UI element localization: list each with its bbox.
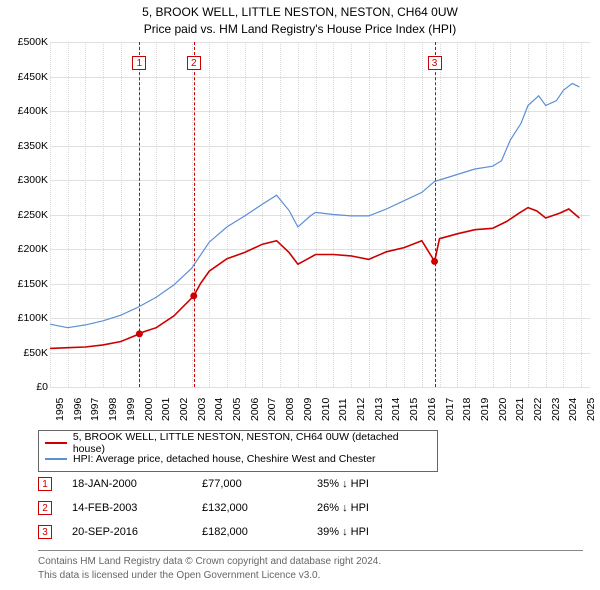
y-tick-label: £50K bbox=[3, 347, 48, 359]
title-line-2: Price paid vs. HM Land Registry's House … bbox=[0, 21, 600, 38]
x-tick-label: 2014 bbox=[390, 398, 402, 421]
y-tick-label: £300K bbox=[3, 174, 48, 186]
x-tick-label: 2010 bbox=[320, 398, 332, 421]
x-tick-label: 2020 bbox=[497, 398, 509, 421]
title-line-1: 5, BROOK WELL, LITTLE NESTON, NESTON, CH… bbox=[0, 4, 600, 21]
legend: 5, BROOK WELL, LITTLE NESTON, NESTON, CH… bbox=[38, 430, 438, 472]
chart-plot-area bbox=[50, 42, 590, 387]
x-tick-label: 2019 bbox=[479, 398, 491, 421]
x-tick-label: 2006 bbox=[249, 398, 261, 421]
marker-price-1: £77,000 bbox=[202, 478, 317, 490]
x-tick-label: 2021 bbox=[514, 398, 526, 421]
x-tick-label: 2025 bbox=[585, 398, 597, 421]
x-tick-label: 2002 bbox=[178, 398, 190, 421]
series-property bbox=[50, 208, 579, 349]
x-tick-label: 2015 bbox=[408, 398, 420, 421]
x-tick-label: 2024 bbox=[567, 398, 579, 421]
y-tick-label: £250K bbox=[3, 209, 48, 221]
marker-pct-3: 39% ↓ HPI bbox=[317, 526, 427, 538]
x-tick-label: 2022 bbox=[532, 398, 544, 421]
x-tick-label: 2016 bbox=[426, 398, 438, 421]
sale-point-dot bbox=[431, 258, 438, 265]
marker-date-2: 14-FEB-2003 bbox=[72, 502, 202, 514]
x-tick-label: 2009 bbox=[302, 398, 314, 421]
chart-title: 5, BROOK WELL, LITTLE NESTON, NESTON, CH… bbox=[0, 0, 600, 38]
legend-row-hpi: HPI: Average price, detached house, Ches… bbox=[45, 451, 431, 467]
sale-markers-table: 1 18-JAN-2000 £77,000 35% ↓ HPI 2 14-FEB… bbox=[38, 474, 458, 546]
x-tick-label: 2001 bbox=[160, 398, 172, 421]
chart-svg bbox=[50, 42, 590, 387]
x-tick-label: 2011 bbox=[337, 398, 349, 421]
marker-badge-1: 1 bbox=[38, 477, 52, 491]
attribution-line-1: Contains HM Land Registry data © Crown c… bbox=[38, 555, 583, 569]
legend-row-property: 5, BROOK WELL, LITTLE NESTON, NESTON, CH… bbox=[45, 435, 431, 451]
x-tick-label: 2017 bbox=[444, 398, 456, 421]
x-tick-label: 2007 bbox=[266, 398, 278, 421]
gridline-h bbox=[50, 387, 590, 388]
marker-price-3: £182,000 bbox=[202, 526, 317, 538]
attribution-line-2: This data is licensed under the Open Gov… bbox=[38, 569, 583, 583]
marker-badge-2: 2 bbox=[38, 501, 52, 515]
chart-container: 5, BROOK WELL, LITTLE NESTON, NESTON, CH… bbox=[0, 0, 600, 590]
x-tick-label: 2012 bbox=[355, 398, 367, 421]
marker-row-1: 1 18-JAN-2000 £77,000 35% ↓ HPI bbox=[38, 474, 458, 494]
x-tick-label: 2000 bbox=[143, 398, 155, 421]
y-tick-label: £0 bbox=[3, 381, 48, 393]
marker-price-2: £132,000 bbox=[202, 502, 317, 514]
y-tick-label: £200K bbox=[3, 243, 48, 255]
y-tick-label: £450K bbox=[3, 71, 48, 83]
x-tick-label: 2003 bbox=[196, 398, 208, 421]
marker-pct-2: 26% ↓ HPI bbox=[317, 502, 427, 514]
sale-point-dot bbox=[190, 292, 197, 299]
attribution: Contains HM Land Registry data © Crown c… bbox=[38, 550, 583, 582]
x-tick-label: 1996 bbox=[72, 398, 84, 421]
x-tick-label: 2013 bbox=[373, 398, 385, 421]
x-tick-label: 1999 bbox=[125, 398, 137, 421]
marker-pct-1: 35% ↓ HPI bbox=[317, 478, 427, 490]
legend-label-hpi: HPI: Average price, detached house, Ches… bbox=[73, 453, 376, 465]
marker-date-3: 20-SEP-2016 bbox=[72, 526, 202, 538]
x-tick-label: 2005 bbox=[231, 398, 243, 421]
marker-badge-3: 3 bbox=[38, 525, 52, 539]
x-tick-label: 2023 bbox=[550, 398, 562, 421]
legend-swatch-property bbox=[45, 442, 67, 444]
x-tick-label: 2018 bbox=[461, 398, 473, 421]
series-hpi bbox=[50, 83, 579, 327]
x-tick-label: 1997 bbox=[89, 398, 101, 421]
y-tick-label: £350K bbox=[3, 140, 48, 152]
y-tick-label: £150K bbox=[3, 278, 48, 290]
y-tick-label: £100K bbox=[3, 312, 48, 324]
y-tick-label: £500K bbox=[3, 36, 48, 48]
legend-label-property: 5, BROOK WELL, LITTLE NESTON, NESTON, CH… bbox=[73, 431, 431, 455]
x-tick-label: 1998 bbox=[107, 398, 119, 421]
x-tick-label: 2008 bbox=[284, 398, 296, 421]
marker-date-1: 18-JAN-2000 bbox=[72, 478, 202, 490]
y-tick-label: £400K bbox=[3, 105, 48, 117]
sale-point-dot bbox=[136, 330, 143, 337]
legend-swatch-hpi bbox=[45, 458, 67, 460]
marker-row-3: 3 20-SEP-2016 £182,000 39% ↓ HPI bbox=[38, 522, 458, 542]
x-tick-label: 2004 bbox=[213, 398, 225, 421]
x-tick-label: 1995 bbox=[54, 398, 66, 421]
marker-row-2: 2 14-FEB-2003 £132,000 26% ↓ HPI bbox=[38, 498, 458, 518]
